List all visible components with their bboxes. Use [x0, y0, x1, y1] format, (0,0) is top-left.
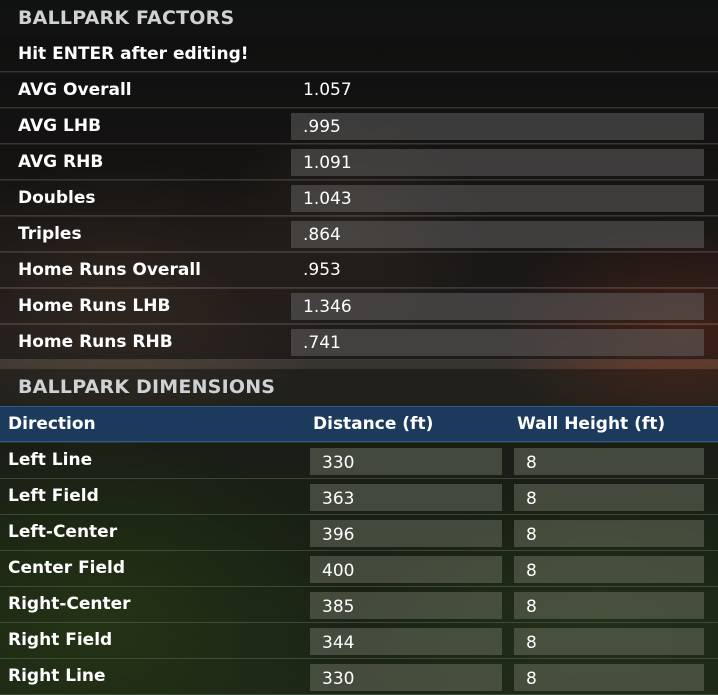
- factor-row-triples: Triples .864: [0, 217, 718, 252]
- factor-input[interactable]: 1.091: [291, 149, 704, 176]
- distance-input[interactable]: 330: [310, 448, 502, 475]
- table-row: Center Field 400 8: [0, 551, 718, 587]
- direction-label: Left Field: [8, 486, 99, 506]
- table-row: Right Line 330 8: [0, 659, 718, 695]
- direction-label: Right Line: [8, 666, 106, 686]
- wall-height-input[interactable]: 8: [514, 484, 704, 511]
- distance-input[interactable]: 385: [310, 592, 502, 619]
- direction-label: Right-Center: [8, 594, 131, 614]
- ballpark-factors-title: BALLPARK FACTORS: [0, 0, 718, 37]
- direction-label: Right Field: [8, 630, 113, 650]
- wall-height-input[interactable]: 8: [514, 664, 704, 691]
- distance-input[interactable]: 400: [310, 556, 502, 583]
- factor-label: AVG Overall: [18, 80, 132, 100]
- column-header-distance[interactable]: Distance (ft): [313, 414, 434, 434]
- direction-label: Center Field: [8, 558, 126, 578]
- distance-input[interactable]: 330: [310, 664, 502, 691]
- factor-row-hr-rhb: Home Runs RHB .741: [0, 325, 718, 360]
- direction-label: Left-Center: [8, 522, 118, 542]
- factor-input[interactable]: .864: [291, 221, 704, 248]
- edit-note-row: Hit ENTER after editing!: [0, 37, 718, 72]
- edit-note: Hit ENTER after editing!: [18, 44, 249, 64]
- table-row: Right Field 344 8: [0, 623, 718, 659]
- factor-label: Doubles: [18, 188, 96, 208]
- wall-height-input[interactable]: 8: [514, 520, 704, 547]
- factor-row-avg-rhb: AVG RHB 1.091: [0, 145, 718, 180]
- factor-value: .953: [303, 260, 341, 280]
- direction-label: Left Line: [8, 450, 93, 470]
- dimensions-table-header: Direction Distance (ft) Wall Height (ft): [0, 406, 718, 442]
- factor-label: AVG RHB: [18, 152, 104, 172]
- factor-label: Home Runs LHB: [18, 296, 171, 316]
- factor-row-avg-overall: AVG Overall 1.057: [0, 73, 718, 108]
- table-row: Left-Center 396 8: [0, 515, 718, 551]
- wall-height-input[interactable]: 8: [514, 556, 704, 583]
- column-header-wall-height[interactable]: Wall Height (ft): [517, 414, 666, 434]
- wall-height-input[interactable]: 8: [514, 592, 704, 619]
- factor-value: 1.057: [303, 80, 352, 100]
- ballpark-dimensions-title: BALLPARK DIMENSIONS: [0, 369, 718, 406]
- wall-height-input[interactable]: 8: [514, 628, 704, 655]
- table-row: Left Field 363 8: [0, 479, 718, 515]
- factor-input[interactable]: 1.346: [291, 293, 704, 320]
- factor-label: Home Runs RHB: [18, 332, 173, 352]
- factor-row-doubles: Doubles 1.043: [0, 181, 718, 216]
- wall-height-input[interactable]: 8: [514, 448, 704, 475]
- distance-input[interactable]: 396: [310, 520, 502, 547]
- distance-input[interactable]: 363: [310, 484, 502, 511]
- factor-row-hr-lhb: Home Runs LHB 1.346: [0, 289, 718, 324]
- factor-input[interactable]: 1.043: [291, 185, 704, 212]
- column-header-direction[interactable]: Direction: [8, 414, 96, 434]
- table-row: Right-Center 385 8: [0, 587, 718, 623]
- factor-row-avg-lhb: AVG LHB .995: [0, 109, 718, 144]
- factor-input[interactable]: .741: [291, 329, 704, 356]
- factor-row-hr-overall: Home Runs Overall .953: [0, 253, 718, 288]
- factor-label: AVG LHB: [18, 116, 102, 136]
- factor-input[interactable]: .995: [291, 113, 704, 140]
- distance-input[interactable]: 344: [310, 628, 502, 655]
- factor-label: Triples: [18, 224, 82, 244]
- factor-label: Home Runs Overall: [18, 260, 201, 280]
- table-row: Left Line 330 8: [0, 443, 718, 479]
